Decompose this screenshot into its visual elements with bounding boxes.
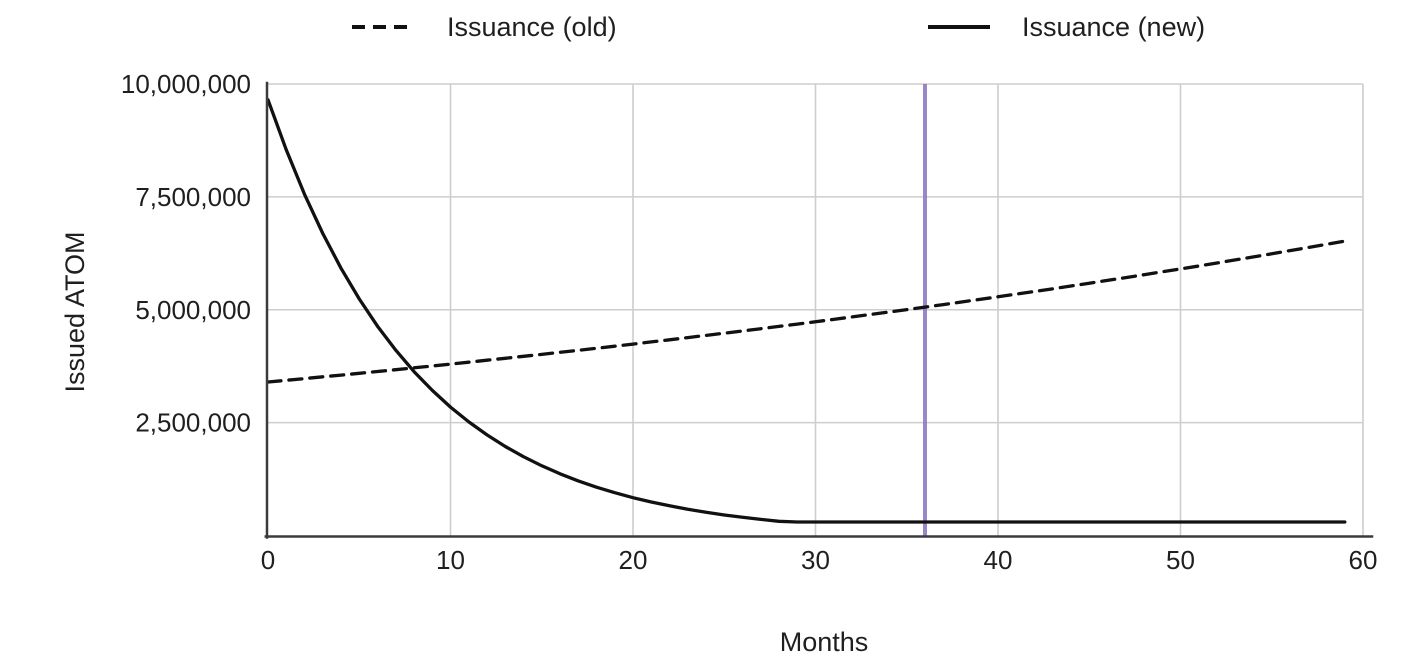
x-tick-label: 0 [261,545,275,575]
x-axis-title: Months [780,627,869,656]
series-line-issuance-new [266,98,1347,524]
y-axis-title: Issued ATOM [60,231,90,392]
legend-label-issuance-new: Issuance (new) [1022,12,1205,42]
series-line-issuance-old [266,239,1347,384]
series-layer [266,98,1347,524]
x-tick-label: 60 [1349,545,1378,575]
x-tick-label: 10 [436,545,465,575]
y-tick-label: 7,500,000 [135,182,251,212]
tick-label-layer: 2,500,000 5,000,000 7,500,000 10,000,000 0 10… [121,69,1378,575]
grid-layer [268,83,1364,536]
x-tick-label: 50 [1166,545,1195,575]
x-tick-label: 20 [619,545,648,575]
y-tick-label: 5,000,000 [135,295,251,325]
legend-label-issuance-old: Issuance (old) [447,12,617,42]
y-tick-label: 2,500,000 [135,408,251,438]
x-tick-label: 40 [984,545,1013,575]
x-tick-label: 30 [801,545,830,575]
y-tick-label: 10,000,000 [121,69,251,99]
legend: Issuance (old) Issuance (new) [352,12,1205,42]
